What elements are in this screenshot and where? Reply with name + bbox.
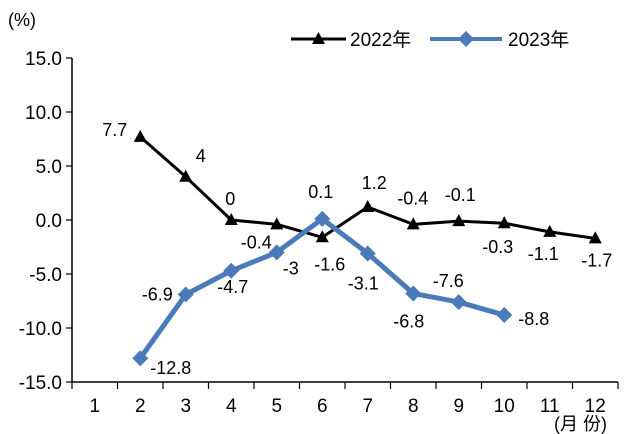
x-tick-label: 5 bbox=[271, 396, 282, 417]
data-label: -7.6 bbox=[433, 271, 464, 291]
data-label: -6.8 bbox=[393, 311, 424, 331]
point-marker-2023 bbox=[405, 285, 422, 302]
data-label: -12.8 bbox=[150, 358, 191, 378]
point-marker-2023 bbox=[132, 350, 149, 367]
y-tick-label: 10.0 bbox=[25, 103, 62, 124]
data-label: -0.1 bbox=[445, 185, 476, 205]
x-tick-label: 12 bbox=[585, 396, 606, 417]
data-label: -0.4 bbox=[397, 188, 428, 208]
point-marker-2023 bbox=[314, 210, 331, 227]
x-tick-label: 10 bbox=[494, 396, 515, 417]
data-label: 7.7 bbox=[102, 120, 127, 140]
point-marker-2023 bbox=[359, 245, 376, 262]
x-tick-label: 6 bbox=[317, 396, 328, 417]
point-marker-2023 bbox=[223, 262, 240, 279]
x-tick-label: 8 bbox=[408, 396, 419, 417]
x-tick-label: 7 bbox=[362, 396, 373, 417]
point-marker-2022 bbox=[406, 217, 420, 230]
y-tick-label: 0.0 bbox=[36, 211, 62, 232]
legend-2022-triangle-marker bbox=[312, 32, 325, 44]
point-marker-2023 bbox=[450, 294, 467, 311]
legend-2023-label: 2023年 bbox=[508, 29, 569, 51]
point-marker-2022 bbox=[224, 213, 238, 225]
data-label: -3.1 bbox=[348, 273, 379, 293]
data-label: 0.1 bbox=[308, 182, 333, 202]
data-label: -1.1 bbox=[528, 244, 559, 264]
legend-2022-label: 2022年 bbox=[350, 29, 411, 51]
data-label: -0.4 bbox=[241, 232, 272, 252]
point-marker-2022 bbox=[497, 216, 511, 229]
y-tick-label: -5.0 bbox=[29, 265, 62, 286]
x-tick-label: 9 bbox=[453, 396, 464, 417]
y-tick-label: -10.0 bbox=[19, 319, 62, 340]
point-marker-2022 bbox=[543, 224, 557, 237]
point-marker-2022 bbox=[588, 231, 602, 244]
data-label: -8.8 bbox=[518, 309, 549, 329]
legend-2023-diamond-marker bbox=[458, 31, 474, 47]
data-label: -4.7 bbox=[217, 277, 248, 297]
x-tick-label: 1 bbox=[89, 396, 100, 417]
point-marker-2023 bbox=[177, 286, 194, 303]
legend: 2022年 2023年 bbox=[291, 29, 569, 51]
point-marker-2022 bbox=[361, 200, 375, 213]
y-tick-label: 5.0 bbox=[36, 157, 62, 178]
point-marker-2022 bbox=[315, 230, 329, 243]
x-tick-label: 11 bbox=[540, 396, 560, 417]
point-marker-2022 bbox=[270, 217, 284, 230]
y-tick-label: 15.0 bbox=[25, 49, 62, 70]
point-marker-2023 bbox=[496, 307, 513, 324]
point-marker-2022 bbox=[452, 214, 466, 227]
point-marker-2022 bbox=[133, 129, 147, 142]
data-label: 0 bbox=[225, 189, 235, 209]
x-tick-label: 2 bbox=[135, 396, 146, 417]
y-unit-label: (%) bbox=[8, 10, 36, 30]
data-label: -6.9 bbox=[142, 285, 173, 305]
x-tick-label: 4 bbox=[226, 396, 237, 417]
data-label: -1.6 bbox=[314, 254, 345, 274]
y-tick-label: -15.0 bbox=[19, 373, 62, 394]
x-unit-label: (月 份) bbox=[554, 414, 607, 434]
data-label: 4 bbox=[196, 146, 206, 166]
point-marker-2023 bbox=[268, 244, 285, 261]
data-label: -1.7 bbox=[581, 250, 612, 270]
point-marker-2022 bbox=[179, 169, 193, 182]
data-label: 1.2 bbox=[362, 173, 387, 193]
data-label: -0.3 bbox=[482, 237, 513, 257]
x-tick-label: 3 bbox=[180, 396, 191, 417]
data-label: -3 bbox=[283, 258, 299, 278]
